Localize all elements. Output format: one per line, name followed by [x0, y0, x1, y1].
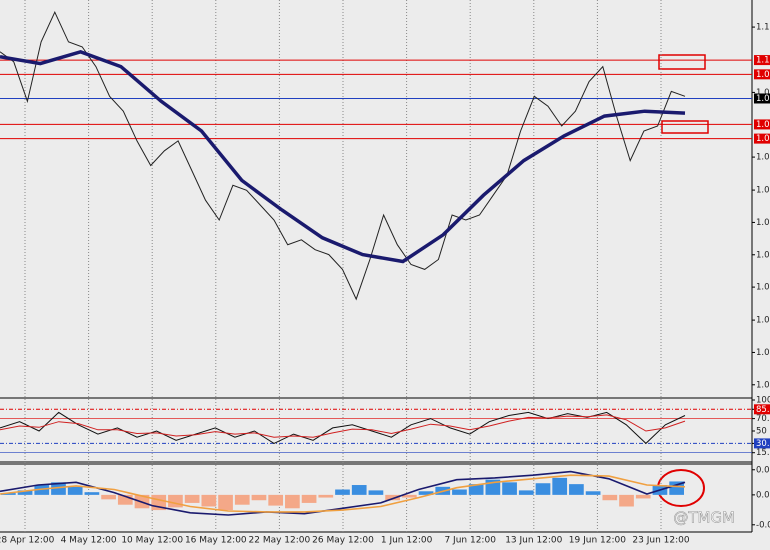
histogram-bar [552, 477, 568, 495]
histogram-bar [351, 485, 367, 495]
y-tick-label: 100 [756, 396, 770, 406]
level-label: 1.09904 [756, 70, 770, 80]
y-tick-label: 1.08150 [756, 186, 770, 196]
histogram-bar [452, 489, 467, 495]
histogram-bar [168, 494, 183, 508]
histogram-bar [619, 494, 634, 507]
series-line [0, 11, 686, 301]
y-tick-label: -0.006688 [756, 520, 770, 530]
histogram-bar [218, 494, 233, 511]
histogram-bar [1, 493, 16, 495]
histogram-bar [17, 490, 33, 495]
y-tick-label: 1.07170 [756, 250, 770, 260]
series-line [0, 470, 686, 516]
y-tick-label: 1.09630 [756, 88, 770, 98]
y-tick-label: 1.06180 [756, 316, 770, 326]
histogram-bar [368, 490, 384, 495]
level-label: 1.10120 [756, 56, 770, 66]
histogram-bar [117, 494, 133, 505]
x-tick-label: 22 May 12:00 [249, 536, 311, 546]
histogram-bar [67, 486, 83, 495]
annotation-box [661, 120, 709, 134]
plot-background [0, 0, 752, 546]
histogram-bar [502, 482, 517, 495]
series-line [0, 474, 686, 513]
histogram-bar [385, 494, 400, 501]
series-line [0, 411, 686, 445]
y-tick-label: 0.0056125 [756, 465, 770, 475]
annotation-box [658, 54, 706, 70]
x-tick-label: 26 May 12:00 [312, 536, 374, 546]
series-line [0, 49, 686, 264]
y-tick-label: 1.05200 [756, 380, 770, 390]
x-tick-label: 10 May 12:00 [121, 536, 183, 546]
y-tick-label: 0.00 [756, 490, 770, 500]
level-label-bg [754, 93, 770, 104]
level-label-bg [754, 133, 770, 144]
tick-label-bg [754, 438, 770, 449]
y-tick-label: 70.0000 [756, 414, 770, 424]
histogram-bar [635, 494, 651, 499]
histogram-bar [84, 492, 100, 495]
y-tick-label: 50 [756, 427, 767, 437]
y-tick-label: 1.05690 [756, 348, 770, 358]
histogram-bar [184, 494, 200, 503]
y-tick-label: 85.0000 [756, 405, 770, 415]
x-tick-label: 28 Apr 12:00 [0, 536, 55, 546]
histogram-bar [468, 484, 484, 495]
level-label: 1.09145 [756, 120, 770, 130]
histogram-bar [335, 489, 350, 495]
y-tick-label: 1.08650 [756, 153, 770, 163]
y-tick-label: 1.06680 [756, 283, 770, 293]
histogram-bar [318, 494, 334, 498]
y-tick-label: 30.0000 [756, 439, 770, 449]
level-label: 1.09538 [756, 94, 770, 104]
histogram-bar [535, 483, 551, 495]
tick-label-bg [754, 404, 770, 415]
histogram-bar [201, 494, 217, 507]
histogram-bar [268, 494, 284, 506]
histogram-bar [585, 491, 601, 495]
x-tick-label: 16 May 12:00 [185, 536, 247, 546]
level-label-bg [754, 69, 770, 80]
histogram-bar [669, 481, 684, 495]
y-tick-label: 1.07660 [756, 218, 770, 228]
x-tick-label: 23 Jun 12:00 [632, 536, 689, 546]
histogram-bar [251, 494, 267, 501]
x-tick-label: 7 Jun 12:00 [444, 536, 496, 546]
x-tick-label: 4 May 12:00 [61, 536, 117, 546]
histogram-bar [602, 494, 618, 501]
x-tick-label: 1 Jun 12:00 [381, 536, 433, 546]
level-label: 1.08930 [756, 134, 770, 144]
level-label-bg [754, 55, 770, 66]
y-tick-label: 1.10620 [756, 23, 770, 33]
x-tick-label: 13 Jun 12:00 [505, 536, 562, 546]
histogram-bar [401, 494, 417, 498]
histogram-bar [418, 491, 434, 495]
histogram-bar [285, 494, 300, 509]
histogram-bar [569, 484, 584, 495]
series-line [0, 414, 686, 438]
histogram-bar [101, 494, 116, 500]
histogram-bar [301, 494, 317, 503]
histogram-bar [518, 490, 534, 495]
y-tick-label: 15.0000 [756, 448, 770, 458]
histogram-bar [234, 494, 250, 505]
x-tick-label: 19 Jun 12:00 [569, 536, 626, 546]
level-label-bg [754, 119, 770, 130]
watermark: @TMGM [673, 509, 735, 527]
histogram-bar [51, 482, 66, 495]
